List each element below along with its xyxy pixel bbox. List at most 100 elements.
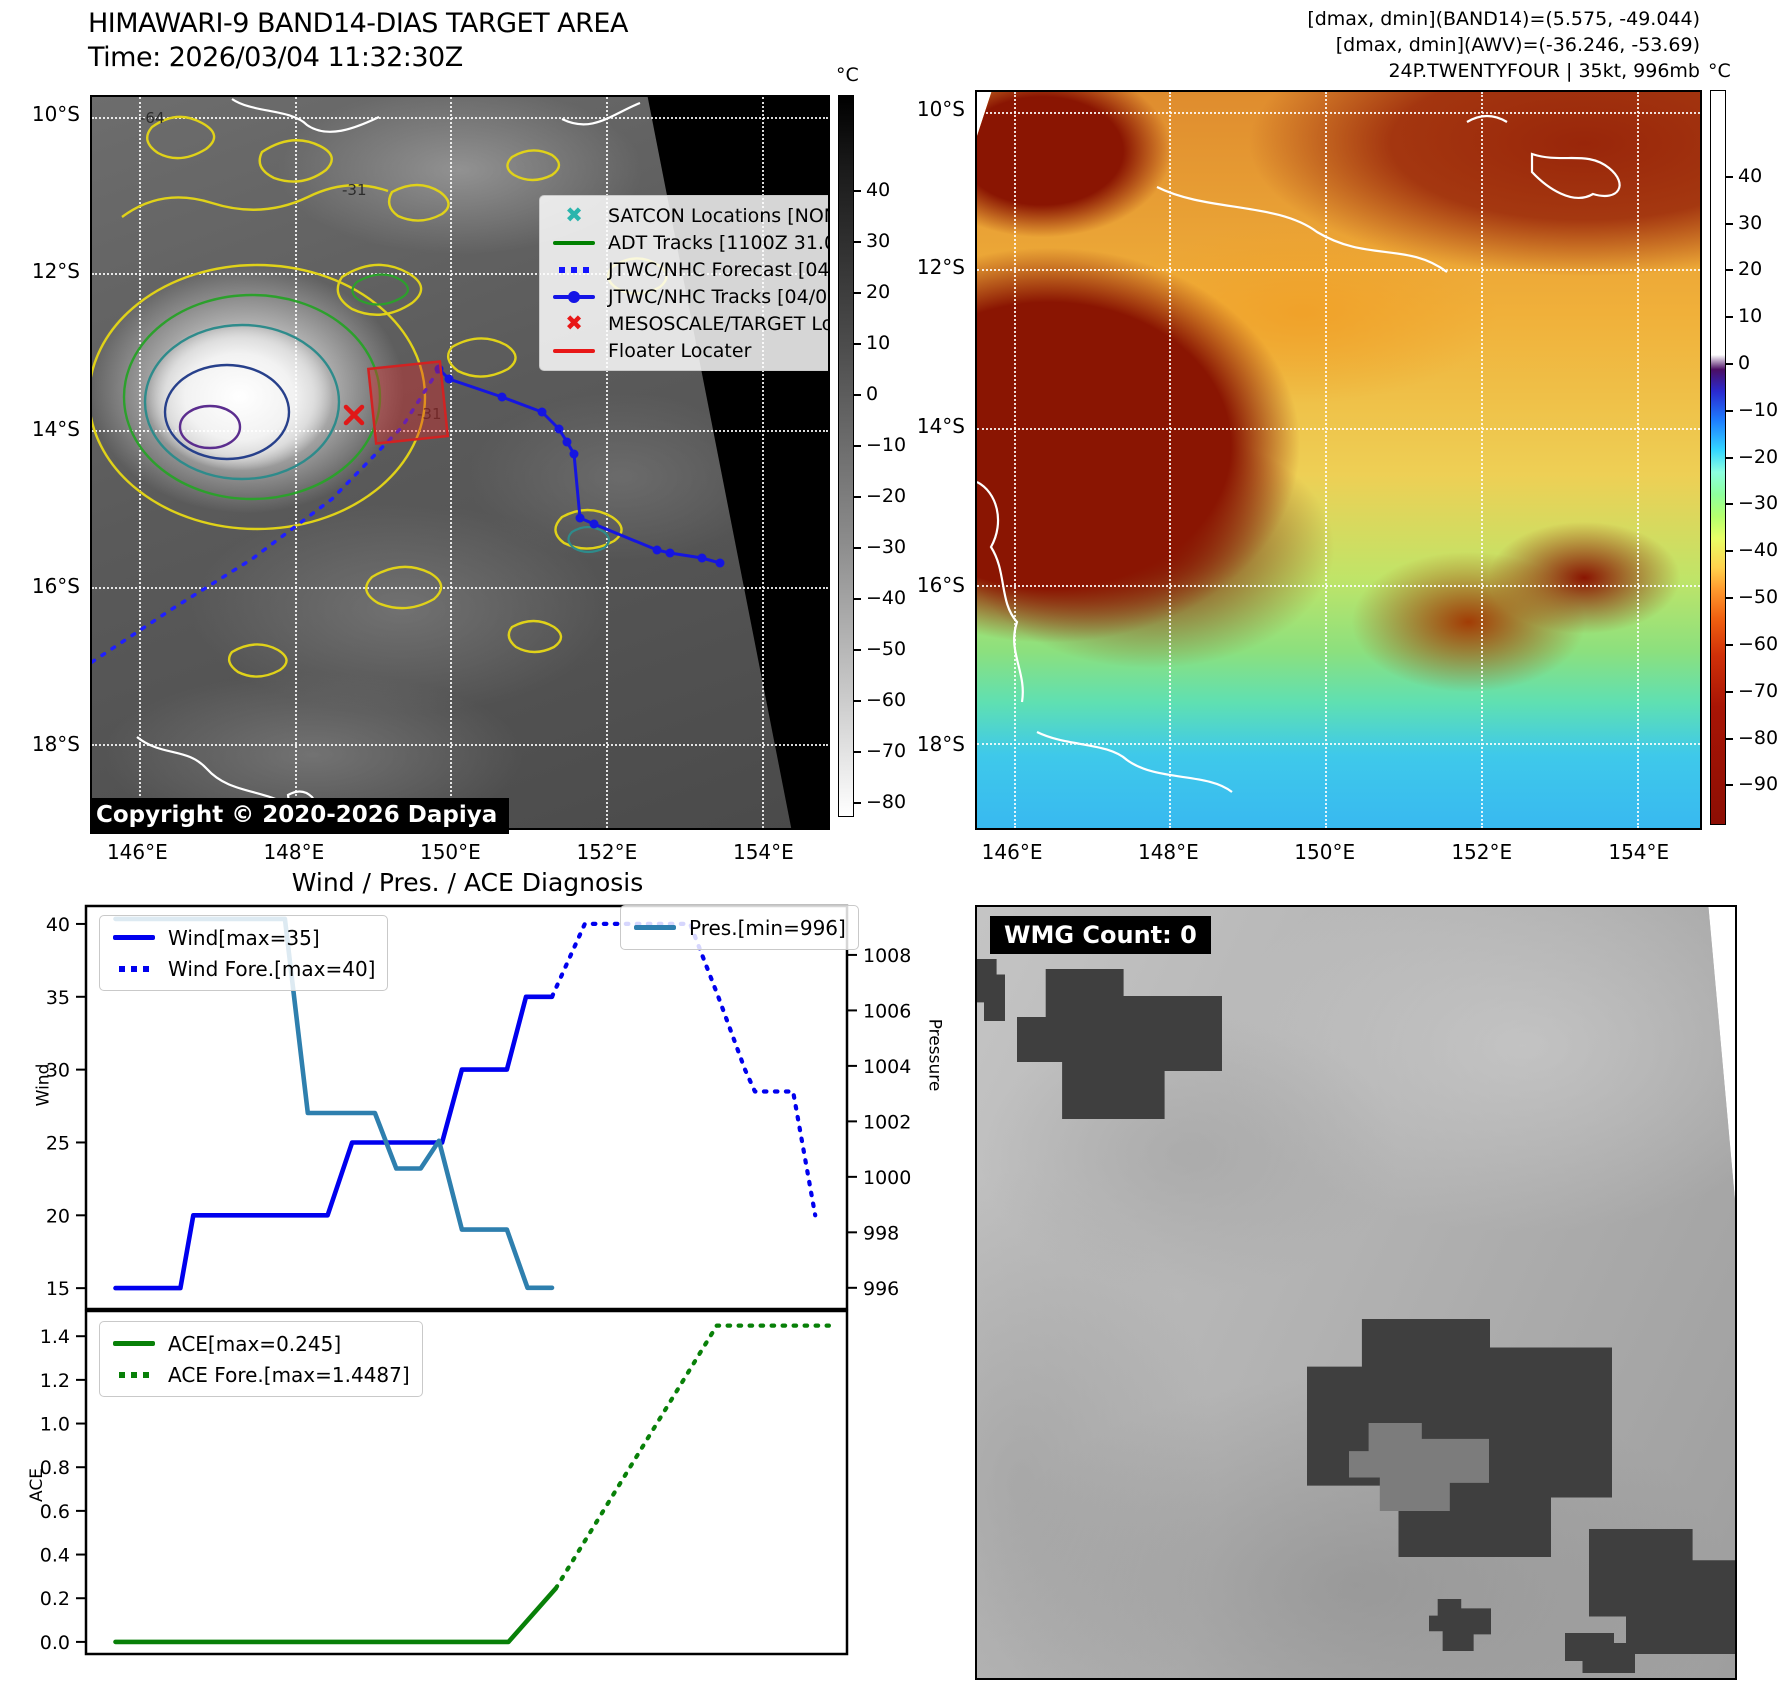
awv-colorbar-tick-label: −20	[1738, 445, 1779, 468]
left-tick-label: 1.0	[40, 1414, 70, 1436]
band14-ytick-label: 18°S	[31, 732, 80, 757]
colorbar-tick-mark	[854, 240, 861, 243]
x-marker-icon: ✖	[565, 311, 583, 335]
awv-colorbar-tick-label: 0	[1738, 352, 1751, 374]
gridline-vertical	[294, 97, 297, 828]
copyright-badge: Copyright © 2020-2026 Dapiya	[90, 798, 510, 834]
legend-row: ACE Fore.[max=1.4487]	[112, 1359, 410, 1390]
awv-ytick-label: 12°S	[916, 255, 965, 280]
diagnosis-chart-title: Wind / Pres. / ACE Diagnosis	[291, 868, 644, 897]
awv-ytick-label: 10°S	[916, 96, 965, 121]
band14-xtick-label: 152°E	[576, 840, 638, 864]
awv-coastlines	[977, 114, 1621, 793]
awv-ytick-label: 14°S	[916, 414, 965, 439]
band14-ytick-label: 14°S	[31, 417, 80, 442]
legend-label: MESOSCALE/TARGET Location	[608, 312, 828, 335]
gridline-vertical	[450, 97, 453, 828]
series-wind-max-35-	[113, 994, 555, 1291]
coastline-path	[977, 114, 1621, 793]
colorbar-tick-mark	[854, 190, 861, 193]
right-tick-label: 1004	[863, 1056, 911, 1078]
band14-colorbar-tick-label: −60	[866, 688, 907, 711]
band14-colorbar-tick-label: 10	[866, 331, 891, 354]
band14-colorbar-unit: °C	[836, 64, 859, 86]
line-with-dot-icon	[552, 290, 596, 303]
awv-xtick-label: 154°E	[1608, 840, 1670, 864]
band14-ytick-label: 16°S	[31, 574, 80, 599]
gridline-vertical	[1013, 92, 1016, 828]
gridline-vertical	[1480, 92, 1483, 828]
left-tick-label: 1.4	[40, 1326, 70, 1348]
gridline-vertical	[1324, 92, 1327, 828]
gridline-horizontal	[92, 586, 828, 589]
colorbar-tick-mark	[854, 648, 861, 651]
awv-colorbar-tick-label: −60	[1738, 632, 1779, 655]
dotted-line-icon	[552, 266, 596, 273]
legend-row: ADT Tracks [1100Z 31.0 1002.5]	[552, 229, 828, 256]
band14-colorbar-tick-label: −80	[866, 790, 907, 813]
band14-colorbar-tick-label: 20	[866, 280, 891, 303]
wmg-count-badge: WMG Count: 0	[990, 916, 1211, 954]
left-tick-label: 0.8	[40, 1457, 70, 1479]
legend-label: Floater Locater	[608, 339, 752, 362]
annotation-storm-id: 24P.TWENTYFOUR | 35kt, 996mb	[1388, 60, 1700, 82]
awv-colorbar-tick-label: −50	[1738, 586, 1779, 609]
band14-colorbar	[838, 95, 854, 817]
legend-label: Wind Fore.[max=40]	[168, 956, 376, 981]
band14-ytick-label: 10°S	[31, 101, 80, 126]
colorbar-tick-mark	[1726, 784, 1733, 787]
gridline-horizontal	[977, 585, 1700, 588]
plot-frame	[84, 1309, 849, 1656]
awv-xtick-label: 152°E	[1451, 840, 1513, 864]
legend-row: ACE[max=0.245]	[112, 1328, 410, 1359]
colorbar-tick-mark	[854, 342, 861, 345]
gridline-horizontal	[977, 111, 1700, 114]
gridline-vertical	[606, 97, 609, 828]
band14-xtick-label: 150°E	[419, 840, 481, 864]
x-marker-icon: ✖	[565, 203, 583, 227]
colorbar-tick-mark	[1726, 643, 1733, 646]
left-tick-label: 40	[46, 914, 70, 936]
pressure-solid-line-icon	[633, 925, 677, 930]
band14-colorbar-tick-label: 0	[866, 382, 879, 405]
legend-row: Wind Fore.[max=40]	[112, 953, 375, 984]
band14-ytick-label: 12°S	[31, 259, 80, 284]
awv-xtick-label: 148°E	[1137, 840, 1199, 864]
colorbar-tick-mark	[1726, 269, 1733, 272]
left-tick-label: 0.4	[40, 1545, 70, 1567]
annotation-awv: [dmax, dmin](AWV)=(-36.246, -53.69)	[1335, 34, 1700, 56]
legend-row: Wind[max=35]	[112, 922, 375, 953]
colorbar-tick-mark	[854, 699, 861, 702]
right-tick-label: 996	[863, 1278, 899, 1300]
page-title: HIMAWARI-9 BAND14-DIAS TARGET AREA	[88, 8, 628, 39]
band14-colorbar-tick-label: −30	[866, 535, 907, 558]
awv-colorbar-tick-label: −30	[1738, 492, 1779, 515]
colorbar-tick-mark	[854, 546, 861, 549]
awv-colorbar-tick-label: −10	[1738, 398, 1779, 421]
band14-xtick-label: 154°E	[732, 840, 794, 864]
awv-colorbar-unit: °C	[1708, 60, 1731, 82]
gridline-horizontal	[92, 273, 828, 276]
jtwc-observed-track	[434, 364, 725, 568]
legend-label: Wind[max=35]	[168, 925, 320, 950]
contour-label: -31	[342, 181, 367, 199]
awv-colorbar-tick-label: 20	[1738, 258, 1763, 281]
legend-label: JTWC/NHC Forecast [04/0600Z]	[608, 258, 830, 281]
contour-label: -31	[417, 405, 442, 423]
legend-label: ACE Fore.[max=1.4487]	[168, 1362, 410, 1387]
band14-colorbar-tick-label: −40	[866, 586, 907, 609]
ace-chart: 0.0 0.2 0.4 0.6 0.8 1.0 1.2 1.4	[40, 1309, 849, 1656]
awv-xtick-label: 150°E	[1294, 840, 1356, 864]
colorbar-tick-mark	[1726, 550, 1733, 553]
wmg-microwave-panel	[975, 905, 1737, 1680]
colorbar-tick-mark	[1726, 175, 1733, 178]
dmax-dmin-annotations: [dmax, dmin](BAND14)=(5.575, -49.044) [d…	[1307, 6, 1700, 84]
gridline-horizontal	[92, 430, 828, 433]
awv-colorbar-tick-label: 30	[1738, 211, 1763, 234]
colorbar-tick-mark	[854, 750, 861, 753]
band14-colorbar-tick-label: −10	[866, 433, 907, 456]
awv-colorbar	[1710, 90, 1726, 825]
awv-colorbar-tick-label: −80	[1738, 726, 1779, 749]
pressure-axis-label: Pressure	[924, 1018, 945, 1092]
